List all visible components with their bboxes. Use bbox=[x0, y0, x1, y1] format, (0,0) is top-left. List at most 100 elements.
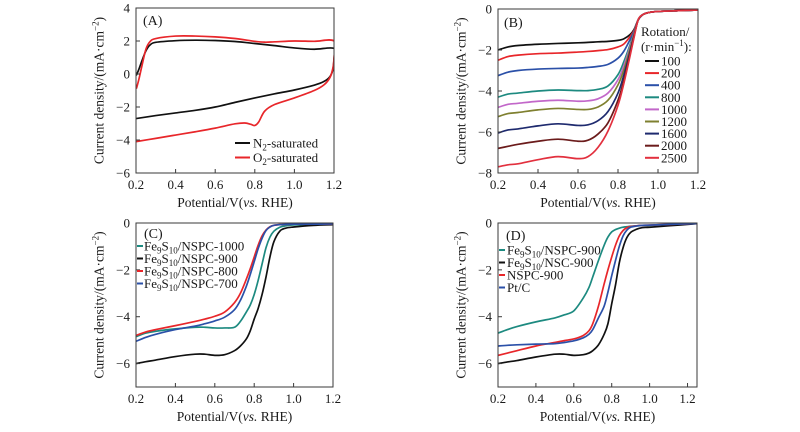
series-line bbox=[498, 223, 697, 347]
plot-area bbox=[136, 223, 333, 365]
legend-label: O2-saturated bbox=[253, 150, 319, 167]
legend-entry: 200 bbox=[645, 66, 681, 81]
legend-label: 1600 bbox=[661, 126, 687, 141]
legend: Rotation/(r·min−1):100200400800100012001… bbox=[641, 24, 692, 165]
legend-label: Fe9S10/NSC-900 bbox=[507, 255, 593, 272]
legend-label: 100 bbox=[661, 54, 681, 69]
legend-entry: NSPC-900 bbox=[499, 268, 563, 283]
x-tick-label: 0.8 bbox=[247, 177, 263, 192]
legend-entry: Fe9S10/NSPC-900 bbox=[499, 243, 601, 260]
legend-entry: Fe9S10/NSC-900 bbox=[499, 255, 593, 272]
legend-label: N2-saturated bbox=[253, 136, 319, 153]
x-tick-label: 0.6 bbox=[207, 391, 224, 406]
legend: Fe9S10/NSPC-900Fe9S10/NSC-900NSPC-900Pt/… bbox=[499, 243, 601, 295]
y-tick-label: −8 bbox=[478, 166, 492, 181]
y-tick-label: −6 bbox=[478, 125, 492, 140]
panel-label: (B) bbox=[504, 16, 523, 31]
legend-entry: Fe9S10/NSPC-1000 bbox=[137, 239, 244, 256]
x-tick-label: 1.0 bbox=[650, 177, 666, 192]
panel-b: 0.2 0.4 0.6 0.8 1.0 1.2 −8 −6 −4 −2 0 Potential/V(v… bbox=[453, 2, 706, 211]
legend-entry: 1600 bbox=[645, 126, 687, 141]
panel-a: 0.2 0.4 0.6 0.8 1.0 1.2 −6 −4 −2 0 2 4 Potential/V(v… bbox=[91, 1, 342, 211]
x-tick-label: 0.2 bbox=[128, 177, 144, 192]
legend-label: 1200 bbox=[661, 114, 687, 129]
legend-entry: 2500 bbox=[645, 150, 687, 165]
legend-entry: N2-saturated bbox=[235, 136, 319, 153]
legend-label: Fe9S10/NSPC-700 bbox=[144, 276, 238, 293]
panel-c: 0.2 0.4 0.6 0.8 1.0 1.2 −6 −4 −2 0 Potential/V(vs.… bbox=[91, 216, 341, 425]
x-tick-label: 0.4 bbox=[530, 177, 547, 192]
y-tick-label: 0 bbox=[486, 216, 493, 231]
y-tick-label: 0 bbox=[486, 2, 493, 17]
series-line bbox=[136, 39, 334, 120]
series-line bbox=[136, 223, 333, 365]
legend-label: Pt/C bbox=[507, 280, 530, 295]
legend-label: 200 bbox=[661, 66, 681, 81]
legend-label: Fe9S10/NSPC-800 bbox=[144, 264, 238, 281]
legend-label: Fe9S10/NSPC-1000 bbox=[144, 239, 244, 256]
x-tick-label: 1.2 bbox=[325, 391, 341, 406]
panel-label: (A) bbox=[143, 14, 163, 29]
y-tick-label: −6 bbox=[478, 356, 492, 371]
x-tick-label: 0.2 bbox=[490, 177, 506, 192]
legend-label: 800 bbox=[661, 90, 681, 105]
y-tick-label: −4 bbox=[478, 309, 492, 324]
y-tick-label: 2 bbox=[124, 34, 131, 49]
legend-title: (r·min−1): bbox=[641, 38, 692, 54]
x-tick-label: 1.0 bbox=[286, 177, 302, 192]
legend-entry: 1200 bbox=[645, 114, 687, 129]
y-axis-label: Current density/(mA·cm−2) bbox=[453, 17, 469, 164]
y-tick-label: −2 bbox=[478, 262, 492, 277]
y-axis-label: Current density/(mA·cm−2) bbox=[91, 17, 107, 164]
x-tick-label: 0.8 bbox=[610, 177, 626, 192]
x-tick-label: 0.6 bbox=[570, 177, 587, 192]
legend-label: 2000 bbox=[661, 138, 687, 153]
y-axis-label: Current density/(mA·cm−2) bbox=[453, 231, 469, 378]
y-tick-label: 0 bbox=[124, 216, 131, 231]
series-line bbox=[136, 223, 333, 343]
plot-area bbox=[498, 9, 698, 168]
x-tick-label: 0.4 bbox=[528, 391, 545, 406]
y-tick-label: −6 bbox=[116, 166, 130, 181]
axes-frame bbox=[135, 222, 334, 388]
legend-label: 1000 bbox=[661, 102, 687, 117]
x-tick-label: 0.4 bbox=[167, 391, 184, 406]
y-axis-label: Current density/(mA·cm−2) bbox=[91, 231, 107, 378]
legend-title: Rotation/ bbox=[641, 24, 690, 39]
legend-entry: Pt/C bbox=[499, 280, 530, 295]
y-tick-label: −2 bbox=[478, 43, 492, 58]
y-tick-label: −2 bbox=[116, 100, 130, 115]
panel-d: 0.2 0.4 0.6 0.8 1.0 1.2 −6 −4 −2 0 Potential/V(vs.… bbox=[453, 216, 698, 424]
series-line bbox=[498, 9, 698, 168]
y-tick-label: −4 bbox=[478, 84, 492, 99]
x-tick-label: 0.6 bbox=[566, 391, 583, 406]
x-tick-label: 0.8 bbox=[246, 391, 262, 406]
y-tick-label: 4 bbox=[124, 1, 131, 16]
x-tick-label: 0.4 bbox=[167, 177, 184, 192]
plot-area bbox=[498, 223, 697, 365]
x-tick-label: 0.2 bbox=[128, 391, 144, 406]
x-tick-label: 1.2 bbox=[679, 391, 695, 406]
legend-label: NSPC-900 bbox=[507, 268, 563, 283]
x-axis-label: Potential/V(vs. RHE) bbox=[540, 195, 656, 210]
x-axis-label: Potential/V(vs. RHE) bbox=[177, 409, 293, 424]
x-axis-label: Potential/V(vs. RHE) bbox=[540, 409, 656, 424]
x-tick-label: 1.2 bbox=[326, 177, 342, 192]
panel-label: (C) bbox=[144, 227, 163, 242]
axes-frame bbox=[497, 222, 698, 388]
legend: Fe9S10/NSPC-1000Fe9S10/NSPC-900Fe9S10/NS… bbox=[137, 239, 244, 293]
legend-entry: O2-saturated bbox=[235, 150, 319, 167]
y-tick-label: −4 bbox=[116, 133, 130, 148]
y-tick-label: −4 bbox=[116, 309, 130, 324]
axes-frame bbox=[135, 7, 335, 174]
legend-label: Fe9S10/NSPC-900 bbox=[144, 251, 238, 268]
legend-entry: Fe9S10/NSPC-900 bbox=[137, 251, 238, 268]
y-tick-label: −6 bbox=[116, 356, 130, 371]
y-tick-label: 0 bbox=[124, 67, 131, 82]
legend-entry: Fe9S10/NSPC-800 bbox=[137, 264, 238, 281]
x-tick-label: 0.6 bbox=[207, 177, 224, 192]
y-tick-label: −2 bbox=[116, 262, 130, 277]
